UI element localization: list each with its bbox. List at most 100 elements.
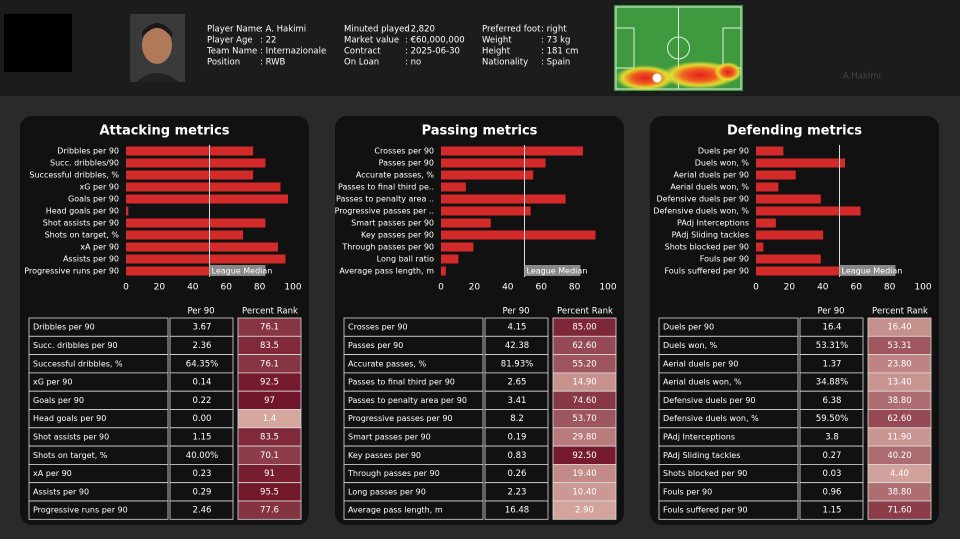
y-tick-label: Aerial duels won, % [670,183,749,192]
per90-value: 0.22 [193,396,212,406]
metric-name: xA per 90 [33,469,72,478]
x-tick-label: 20 [469,283,481,293]
cell [169,500,234,520]
y-tick-label: Dribbles per 90 [57,147,119,156]
y-tick-label: Long ball ratio [377,255,434,264]
rank-cell [867,500,932,520]
metric-name: Passes to final third per 90 [348,378,455,387]
per90-value: 2.36 [193,341,212,351]
metric-name: Duels won, % [663,341,718,350]
x-tick-label: 60 [220,283,232,293]
rank-value: 2.90 [575,506,594,516]
rank-value: 85.00 [572,323,596,333]
metric-name: Defensive duels per 90 [663,396,756,405]
field-value: : no [405,58,421,68]
metric-name: PAdj Interceptions [663,432,735,441]
y-tick-label: Shots blocked per 90 [665,243,749,252]
per90-value: 2.23 [508,487,527,497]
bar [756,158,846,168]
y-tick-label: Defensive duels won, % [653,207,749,216]
x-tick-label: 20 [784,283,796,293]
per90-value: 16.48 [505,506,529,516]
per90-value: 3.8 [825,432,839,442]
metric-name: Successful dribbles, % [33,359,123,368]
field-label: Weight [482,36,512,46]
y-tick-label: Aerial duels per 90 [674,171,749,180]
bar [441,266,446,276]
rank-cell [237,500,302,520]
rank-value: 74.60 [572,396,596,406]
metric-name: Aerial duels per 90 [663,359,738,368]
x-tick-label: 80 [254,283,266,293]
x-tick-label: 40 [187,283,199,293]
rank-value: 53.31 [887,341,911,351]
metric-name: Duels per 90 [663,323,714,332]
per90-value: 2.65 [508,378,527,388]
field-label: Nationality [482,58,528,68]
median-label: League Median [527,267,588,276]
bar [441,254,459,264]
bar [441,182,466,192]
field-label: Player Age [207,36,253,46]
per90-value: 40.00% [186,451,218,461]
heatmap-label: A.Hakimi [843,72,881,82]
bar [126,242,278,252]
median-label-bg [524,265,581,276]
metric-name: Progressive runs per 90 [33,506,128,515]
rank-value: 83.5 [260,432,279,442]
x-tick-label: 40 [502,283,514,293]
metric-name: Key passes per 90 [348,451,421,460]
per90-value: 0.23 [193,469,212,479]
column-header: Percent Rank [557,307,613,317]
bar [126,158,266,168]
rank-value: 38.80 [887,487,911,497]
x-tick-label: 0 [753,283,759,293]
bar [441,170,534,180]
metric-name: Fouls per 90 [663,487,712,496]
y-tick-label: Passes to final third pe.. [338,183,434,192]
rank-value: 62.60 [572,341,596,351]
bar [126,182,281,192]
field-value: : 2025-06-30 [405,47,460,57]
cell [799,500,864,520]
y-tick-label: Smart passes per 90 [351,219,434,228]
field-label: Preferred foot [482,25,541,35]
bar [126,170,254,180]
bar [756,266,876,276]
field-value: : Spain [541,58,570,68]
field-label: Team Name [206,47,257,57]
per90-value: 0.19 [508,432,527,442]
per90-value: 1.15 [193,432,212,442]
y-tick-label: Defensive duels per 90 [657,195,750,204]
y-tick-label: Passes per 90 [379,159,434,168]
field-label: Position [207,58,240,68]
per90-value: 1.37 [823,359,842,369]
rank-value: 70.1 [260,451,279,461]
rank-value: 77.6 [260,506,279,516]
rank-cell [552,500,617,520]
rank-value: 1.4 [263,414,277,424]
bar [756,230,824,240]
rank-value: 23.80 [887,359,911,369]
metric-name: Defensive duels won, % [663,414,759,423]
metric-name: Crosses per 90 [348,323,408,332]
field-value: : 181 cm [541,47,578,57]
bar [441,242,474,252]
y-tick-label: Successful dribbles, % [29,171,119,180]
logo [4,14,72,72]
y-tick-label: Progressive passes per .. [335,207,434,216]
x-tick-label: 40 [817,283,829,293]
bar [441,194,566,204]
field-value: : 73 kg [541,36,570,46]
y-tick-label: PAdj Sliding tackles [672,231,749,240]
rank-value: 62.60 [887,414,911,424]
bar [441,230,596,240]
per90-value: 0.14 [193,378,212,388]
y-tick-label: xG per 90 [80,183,120,192]
per90-value: 8.2 [510,414,524,424]
metric-name: Goals per 90 [33,396,84,405]
field-label: On Loan [344,58,379,68]
y-tick-label: Assists per 90 [63,255,119,264]
median-label-bg [839,265,896,276]
x-tick-label: 60 [850,283,862,293]
